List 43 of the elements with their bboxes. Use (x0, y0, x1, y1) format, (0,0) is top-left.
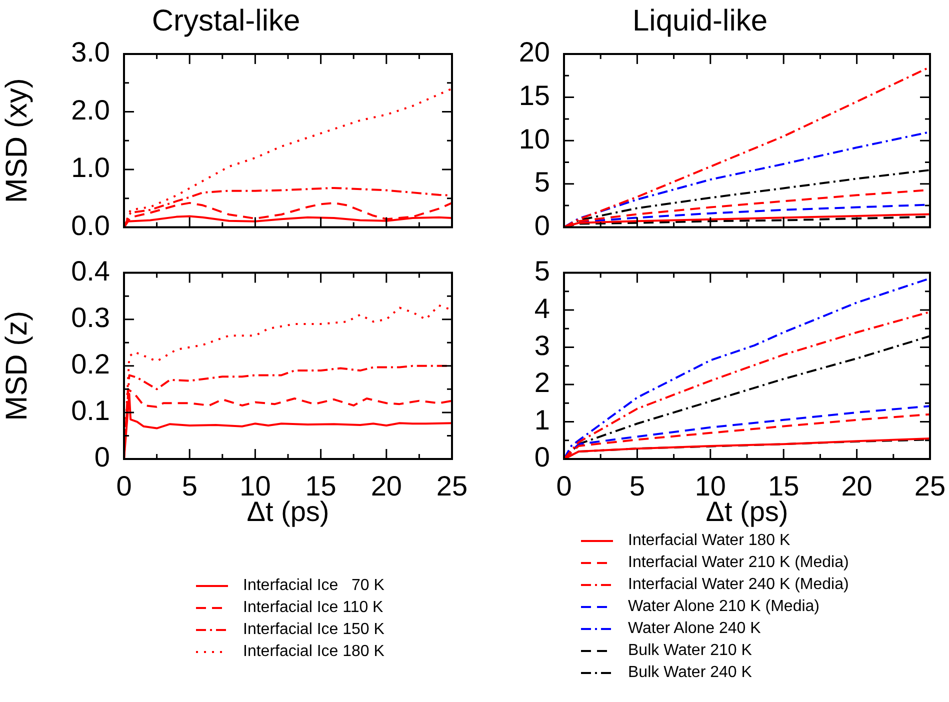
legend-label: Bulk Water 210 K (628, 641, 752, 661)
y-tick-label: 0.2 (71, 348, 110, 380)
y-tick-label: 1.0 (71, 152, 110, 184)
chart-title: Liquid-like (632, 4, 768, 38)
y-tick-label: 0 (94, 442, 110, 473)
legend-label: Water Alone 210 K (Media) (628, 597, 820, 617)
legend-label: Interfacial Water 240 K (Media) (628, 575, 849, 595)
y-tick-label: 0.3 (71, 302, 110, 334)
y-axis-title: MSD (xy) (0, 78, 34, 204)
y-tick-label: 0 (534, 210, 550, 241)
y-tick-label: 20 (518, 36, 550, 68)
legend-label: Interfacial Ice 110 K (243, 598, 384, 618)
x-tick-label: 5 (629, 470, 645, 502)
chart-title: Crystal-like (152, 4, 300, 38)
y-tick-label: 5 (534, 256, 550, 287)
y-tick-label: 0.1 (71, 395, 110, 426)
y-tick-label: 1 (534, 404, 550, 436)
x-tick-label: 5 (182, 470, 198, 502)
y-axis-title: MSD (z) (0, 310, 34, 421)
x-tick-label: 25 (914, 470, 946, 502)
y-tick-label: 2.0 (71, 94, 110, 126)
y-tick-label: 0.0 (71, 210, 110, 241)
legend-label: Interfacial Ice 180 K (243, 642, 384, 662)
legend-label: Water Alone 240 K (628, 619, 761, 639)
y-tick-label: 2 (534, 367, 550, 398)
y-tick-label: 3.0 (71, 36, 110, 68)
y-tick-label: 0.4 (71, 256, 110, 287)
y-tick-label: 3 (534, 330, 550, 361)
legend-label: Interfacial Ice 70 K (243, 576, 384, 596)
x-tick-label: 20 (841, 470, 872, 502)
y-tick-label: 5 (534, 166, 550, 198)
legend-label: Bulk Water 240 K (628, 663, 752, 683)
y-tick-label: 15 (518, 80, 550, 112)
x-tick-label: 25 (436, 470, 468, 502)
x-tick-label: 0 (556, 470, 572, 502)
x-tick-label: 0 (116, 470, 132, 502)
legend-label: Interfacial Ice 150 K (243, 620, 384, 640)
x-tick-label: 20 (370, 470, 402, 502)
legend-label: Interfacial Water 210 K (Media) (628, 553, 849, 573)
y-tick-label: 10 (518, 123, 550, 154)
y-tick-label: 0 (534, 442, 550, 473)
y-tick-label: 4 (534, 292, 550, 324)
legend-label: Interfacial Water 180 K (628, 531, 790, 551)
